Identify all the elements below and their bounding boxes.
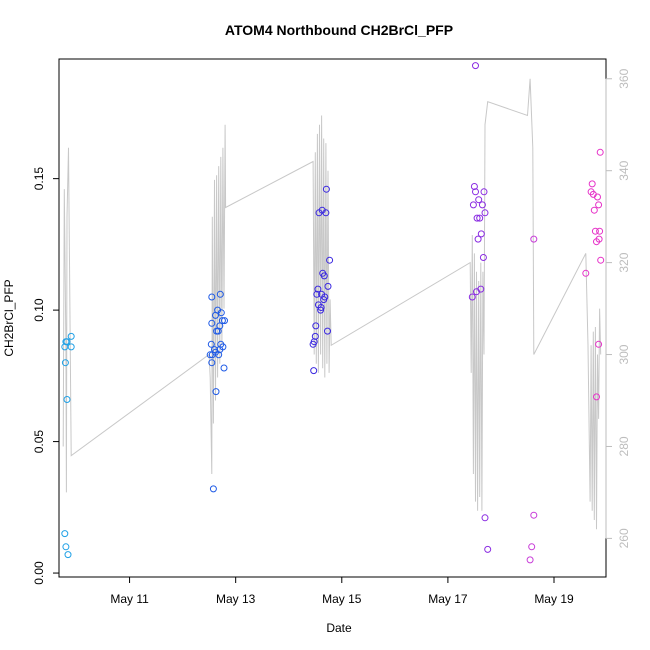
data-point <box>468 293 476 301</box>
data-point <box>526 556 534 564</box>
data-point <box>322 185 330 193</box>
data-point <box>314 285 322 293</box>
data-point <box>212 348 219 356</box>
data-point <box>478 201 486 209</box>
data-point <box>310 338 318 346</box>
y2-tick-label: 260 <box>617 528 631 548</box>
data-point <box>593 393 600 401</box>
data-point <box>469 201 477 209</box>
data-point <box>321 293 329 301</box>
data-point <box>324 327 331 335</box>
x-tick-label: May 15 <box>322 592 362 606</box>
data-point <box>595 235 603 243</box>
data-point <box>217 309 225 317</box>
data-point <box>582 269 590 277</box>
data-point <box>480 188 488 196</box>
data-point <box>326 256 334 264</box>
data-point <box>322 209 330 217</box>
y2-tick-label: 340 <box>617 160 631 180</box>
data-point <box>221 317 228 325</box>
data-point <box>596 227 604 235</box>
y-tick-label: 0.05 <box>32 430 46 454</box>
x-tick-label: May 17 <box>428 592 468 606</box>
data-point <box>472 62 479 70</box>
data-point <box>63 396 71 403</box>
data-point <box>220 364 228 372</box>
data-point <box>61 530 69 538</box>
y-axis-left: 0.00 0.05 0.10 0.15 <box>32 167 60 585</box>
data-point <box>67 332 75 340</box>
data-point <box>481 514 489 522</box>
data-point <box>472 188 479 196</box>
data-point <box>528 543 536 551</box>
data-point <box>61 359 69 367</box>
data-point <box>590 206 598 214</box>
plot-frame <box>58 58 607 578</box>
data-point <box>477 230 485 238</box>
data-point <box>207 340 215 348</box>
data-point <box>310 367 318 375</box>
y-axis-right: 260 280 300 320 340 360 <box>605 68 631 548</box>
data-point <box>218 317 226 325</box>
reference-line <box>62 78 602 530</box>
data-point <box>530 235 538 243</box>
data-point <box>530 511 538 519</box>
data-point <box>591 227 599 235</box>
data-point <box>595 201 603 209</box>
data-point <box>597 256 605 264</box>
data-point <box>470 183 478 190</box>
data-point <box>475 196 483 204</box>
y-tick-label: 0.15 <box>32 167 46 191</box>
data-point <box>209 485 217 493</box>
data-point <box>476 214 484 222</box>
x-tick-label: May 19 <box>534 592 574 606</box>
data-point <box>588 180 596 188</box>
data-point <box>595 340 603 348</box>
x-axis-label: Date <box>326 621 352 635</box>
y2-tick-label: 360 <box>617 68 631 88</box>
data-point <box>594 193 601 201</box>
data-point <box>64 551 72 559</box>
points-layer <box>61 62 605 564</box>
y2-tick-label: 300 <box>617 344 631 364</box>
data-point <box>208 359 216 367</box>
data-point <box>320 272 328 280</box>
data-point <box>312 322 320 330</box>
y-axis-label: CH2BrCl_PFP <box>2 279 16 356</box>
x-tick-label: May 11 <box>110 592 149 606</box>
data-point <box>208 293 216 301</box>
reference-line-layer <box>62 78 602 530</box>
data-point <box>474 235 482 243</box>
x-axis: May 11 May 13 May 15 May 17 May 19 <box>110 576 574 606</box>
y-tick-label: 0.00 <box>32 561 46 585</box>
data-point <box>473 214 481 222</box>
data-point <box>62 543 70 551</box>
data-point <box>477 285 485 293</box>
data-point <box>596 148 604 156</box>
data-point <box>311 332 319 340</box>
data-point <box>208 319 216 327</box>
data-point <box>67 343 75 351</box>
data-point <box>212 388 220 396</box>
data-point <box>484 545 492 553</box>
data-point <box>479 254 487 261</box>
y2-tick-label: 280 <box>617 436 631 456</box>
data-point <box>313 290 321 298</box>
y-tick-label: 0.10 <box>32 298 46 322</box>
data-point <box>324 282 332 290</box>
data-point <box>216 290 224 298</box>
chart-title: ATOM4 Northbound CH2BrCl_PFP <box>225 22 453 38</box>
data-point <box>481 209 489 217</box>
data-point <box>317 304 325 311</box>
y2-tick-label: 320 <box>617 252 631 272</box>
data-point <box>63 338 71 346</box>
x-tick-label: May 13 <box>216 592 256 606</box>
data-point <box>317 306 325 314</box>
